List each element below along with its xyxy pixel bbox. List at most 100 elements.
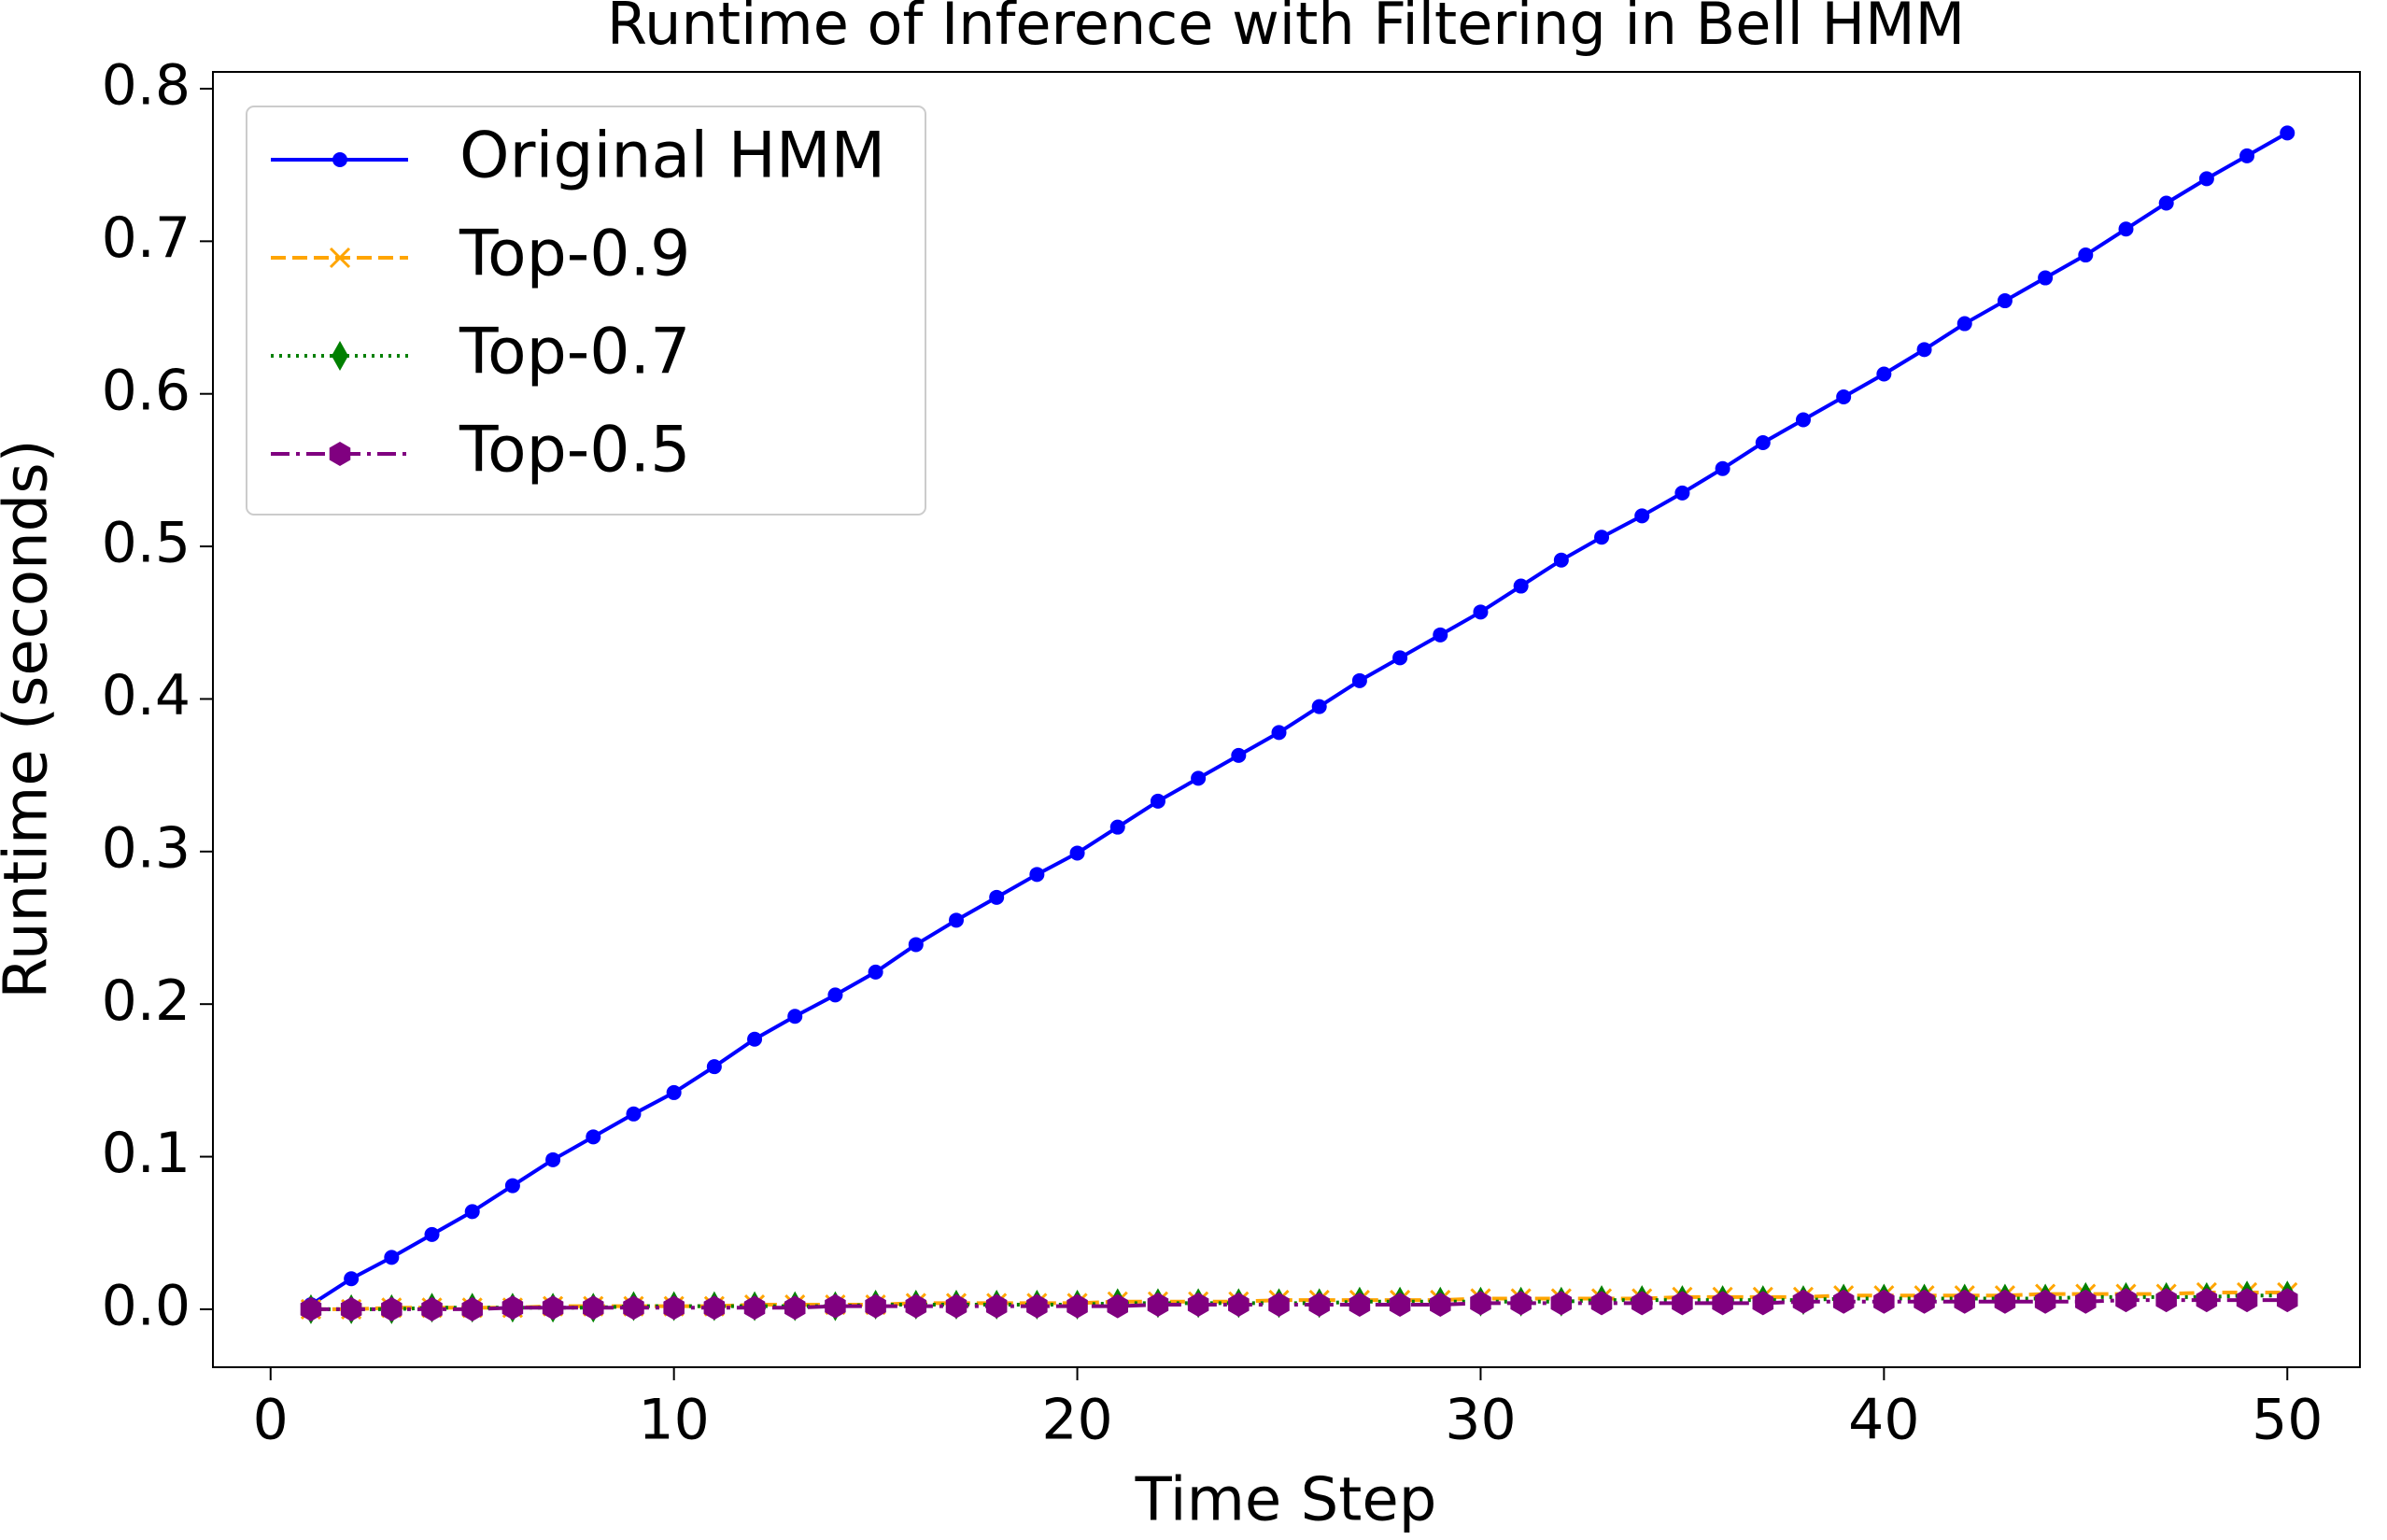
marker: [2038, 270, 2054, 286]
marker: [1107, 1293, 1129, 1319]
marker: [583, 1295, 604, 1321]
marker: [504, 1178, 520, 1194]
marker: [626, 1106, 642, 1122]
y-tick-label: 0.4: [102, 663, 191, 728]
marker: [384, 1250, 400, 1265]
marker: [1752, 1291, 1774, 1316]
marker: [1994, 1289, 2016, 1314]
marker: [827, 987, 843, 1003]
legend-label: Original HMM: [459, 120, 885, 193]
marker: [2115, 1288, 2137, 1313]
marker: [344, 1271, 360, 1287]
marker: [542, 1295, 564, 1321]
marker: [1712, 1291, 1733, 1316]
marker: [868, 964, 883, 980]
marker: [1066, 1293, 1088, 1319]
marker: [1109, 819, 1125, 835]
marker: [1392, 650, 1408, 666]
marker: [461, 1296, 483, 1321]
marker: [1914, 1289, 1935, 1314]
marker: [2236, 1288, 2258, 1313]
marker: [1832, 1289, 1855, 1314]
marker: [1634, 508, 1650, 524]
series: [303, 125, 2295, 1313]
marker: [1268, 1293, 1290, 1318]
y-tick-label: 0.0: [102, 1274, 191, 1339]
marker: [2198, 171, 2214, 187]
marker: [1433, 627, 1448, 643]
marker: [743, 1295, 766, 1321]
marker: [1873, 1289, 1895, 1314]
marker: [2280, 125, 2295, 141]
marker: [381, 1296, 403, 1321]
plot-frame: [212, 71, 2361, 1368]
legend-label: Top-0.5: [459, 414, 690, 487]
marker: [1228, 1293, 1250, 1318]
marker: [663, 1295, 685, 1321]
marker: [332, 341, 348, 371]
marker: [1916, 342, 1932, 358]
y-tick-label: 0.1: [102, 1121, 191, 1186]
x-tick-label: 20: [1041, 1388, 1112, 1453]
marker: [623, 1295, 644, 1321]
marker: [905, 1293, 927, 1319]
marker: [586, 1129, 601, 1145]
legend-box: [246, 106, 926, 516]
marker: [1389, 1293, 1411, 1318]
y-tick-label: 0.3: [102, 815, 191, 881]
x-tick-label: 30: [1445, 1388, 1516, 1453]
legend-label: Top-0.7: [459, 316, 690, 389]
marker: [747, 1031, 763, 1047]
marker: [1191, 770, 1207, 786]
marker: [1674, 485, 1690, 501]
marker: [1349, 1293, 1371, 1318]
y-tick-label: 0.8: [102, 53, 191, 119]
marker: [1590, 1291, 1613, 1316]
marker: [1271, 725, 1287, 741]
marker: [424, 1226, 440, 1242]
marker: [1311, 699, 1327, 714]
marker: [1470, 1291, 1491, 1316]
marker: [1550, 1291, 1573, 1316]
marker: [945, 1293, 968, 1319]
marker: [2155, 1288, 2177, 1313]
marker: [1473, 604, 1489, 620]
marker: [787, 1009, 803, 1024]
series: [300, 1288, 2298, 1321]
x-tick-label: 40: [1848, 1388, 1919, 1453]
marker: [545, 1151, 561, 1167]
marker: [1997, 293, 2013, 309]
marker: [329, 247, 351, 269]
marker: [2239, 148, 2255, 163]
marker: [865, 1293, 886, 1319]
marker: [1187, 1293, 1209, 1318]
marker: [2118, 221, 2134, 237]
marker: [1792, 1289, 1815, 1314]
marker: [1594, 530, 1610, 545]
marker: [1147, 1293, 1169, 1318]
marker: [329, 442, 351, 466]
x-tick-label: 50: [2252, 1388, 2323, 1453]
marker: [1231, 747, 1247, 763]
marker: [1553, 552, 1569, 568]
marker: [2075, 1289, 2097, 1314]
y-tick-label: 0.6: [102, 358, 191, 423]
chart-title: Runtime of Inference with Filtering in B…: [607, 0, 1965, 58]
legend-label: Top-0.9: [459, 218, 690, 291]
y-tick-label: 0.7: [102, 205, 191, 271]
marker: [1631, 1291, 1653, 1316]
marker: [1026, 1293, 1048, 1319]
marker: [1715, 460, 1730, 476]
marker: [1876, 366, 1892, 382]
marker: [1672, 1291, 1693, 1316]
marker: [825, 1293, 846, 1319]
marker: [332, 152, 347, 167]
marker: [908, 937, 924, 953]
marker: [340, 1296, 362, 1321]
marker: [2196, 1288, 2218, 1313]
marker: [1150, 793, 1165, 809]
marker: [666, 1084, 682, 1100]
marker: [2158, 195, 2174, 211]
marker: [948, 912, 964, 928]
